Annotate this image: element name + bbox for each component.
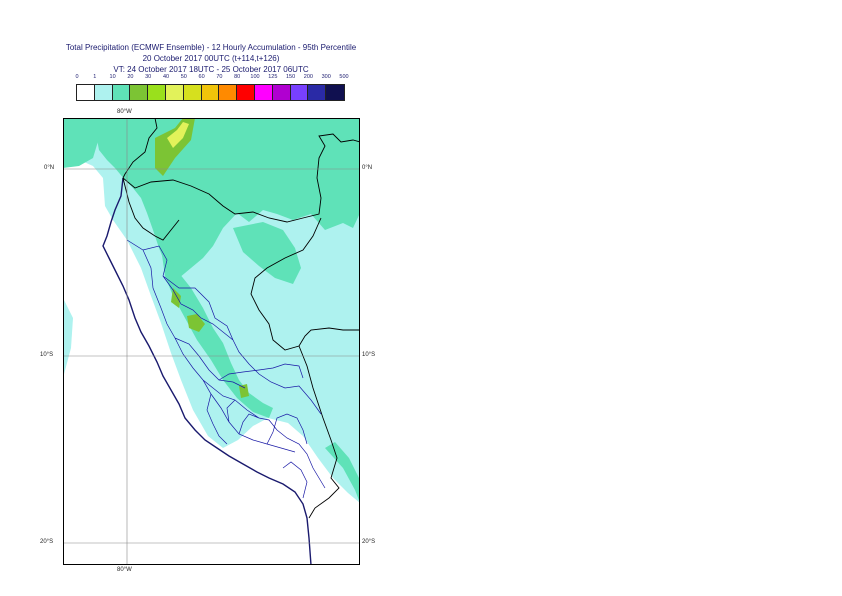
legend-tick-label: 1 xyxy=(93,74,97,80)
legend-tick-label: 300 xyxy=(321,74,331,80)
legend-tick-label: 150 xyxy=(286,74,296,80)
legend-swatch xyxy=(183,85,202,100)
legend-swatch xyxy=(77,85,95,100)
legend-swatch xyxy=(112,85,131,100)
legend-tick-label: 10 xyxy=(109,74,116,80)
legend-tick-label: 200 xyxy=(303,74,313,80)
precip-area-light-ocean xyxy=(63,298,73,378)
precip-area-medium-east xyxy=(233,222,301,284)
precip-area-medium-se xyxy=(325,442,360,503)
legend-tick-label: 100 xyxy=(250,74,260,80)
lat-label-10S-right: 10°S xyxy=(362,352,376,358)
lon-label-bottom: 80°W xyxy=(117,567,132,573)
legend-tick-label: 30 xyxy=(145,74,152,80)
legend-swatch xyxy=(94,85,113,100)
legend-swatch xyxy=(201,85,220,100)
title-line-1: Total Precipitation (ECMWF Ensemble) - 1… xyxy=(65,43,357,52)
legend-tick-label: 60 xyxy=(198,74,205,80)
graticule xyxy=(63,118,360,565)
map-canvas xyxy=(63,117,361,566)
precip-area-medium-andes xyxy=(161,248,273,418)
precip-area-heavy-3 xyxy=(187,314,205,332)
lat-label-20S-right: 20°S xyxy=(362,539,376,545)
legend-swatch xyxy=(148,85,166,100)
lat-label-10S-left: 10°S xyxy=(40,352,54,358)
precip-area-heavy-2 xyxy=(171,288,181,308)
legend-tick-label: 125 xyxy=(268,74,278,80)
lon-label-top: 80°W xyxy=(117,109,132,115)
legend-swatch xyxy=(308,85,327,100)
admin-boundaries xyxy=(126,239,326,499)
legend-tick-label: 0 xyxy=(75,74,79,80)
legend-tick-label: 80 xyxy=(234,74,241,80)
legend-tick-label: 500 xyxy=(339,74,349,80)
legend-swatch xyxy=(272,85,291,100)
legend-tick-label: 20 xyxy=(127,74,134,80)
legend-swatch xyxy=(130,85,149,100)
legend-tick-label: 50 xyxy=(180,74,187,80)
lat-label-20S-left: 20°S xyxy=(40,539,54,545)
map-frame xyxy=(63,118,360,565)
legend-tick-label: 70 xyxy=(216,74,223,80)
lat-label-0N-left: 0°N xyxy=(44,165,55,171)
legend-color-bar xyxy=(76,84,345,101)
legend-swatch xyxy=(290,85,309,100)
title-line-3: VT: 24 October 2017 18UTC - 25 October 2… xyxy=(113,65,309,74)
legend-tick-label: 40 xyxy=(162,74,170,80)
precip-area-heavy-4 xyxy=(239,384,249,398)
legend-swatch xyxy=(165,85,184,100)
precip-area-peak xyxy=(167,122,189,148)
title-line-2: 20 October 2017 00UTC (t+114,t+126) xyxy=(142,54,280,63)
country-border xyxy=(122,117,361,519)
precipitation-map xyxy=(63,117,361,566)
lat-label-0N-right: 0°N xyxy=(362,165,373,171)
legend-swatch xyxy=(219,85,238,100)
precip-area-medium-west xyxy=(63,118,99,168)
coastline xyxy=(102,177,312,566)
legend-swatch xyxy=(237,85,255,100)
legend-swatch xyxy=(254,85,273,100)
legend-swatch xyxy=(326,85,344,100)
